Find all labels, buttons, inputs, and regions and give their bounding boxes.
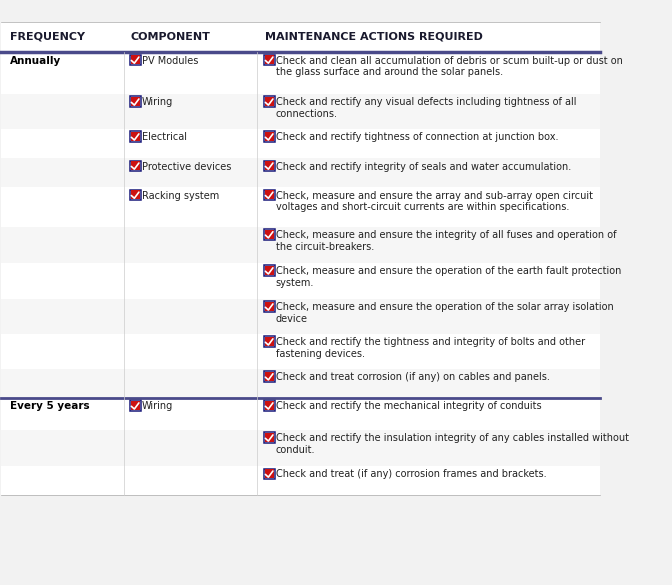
- Bar: [131, 132, 140, 141]
- Bar: [265, 230, 274, 239]
- Bar: [131, 56, 140, 64]
- Bar: [1, 369, 599, 398]
- Bar: [1, 22, 599, 52]
- Bar: [264, 190, 275, 200]
- Bar: [264, 400, 275, 411]
- Bar: [1, 52, 599, 94]
- Text: MAINTENANCE ACTIONS REQUIRED: MAINTENANCE ACTIONS REQUIRED: [265, 32, 482, 42]
- Bar: [265, 266, 274, 275]
- Bar: [264, 432, 275, 443]
- Bar: [265, 190, 274, 199]
- Bar: [265, 302, 274, 311]
- Text: Check and rectify the insulation integrity of any cables installed without
condu: Check and rectify the insulation integri…: [276, 433, 628, 455]
- Bar: [130, 160, 141, 171]
- Bar: [265, 161, 274, 170]
- Bar: [130, 54, 141, 65]
- Text: Wiring: Wiring: [142, 98, 173, 108]
- Bar: [1, 94, 599, 129]
- Bar: [130, 97, 141, 107]
- Bar: [130, 190, 141, 200]
- Text: Check, measure and ensure the array and sub-array open circuit
voltages and shor: Check, measure and ensure the array and …: [276, 191, 593, 212]
- Text: Every 5 years: Every 5 years: [10, 401, 90, 411]
- Bar: [1, 227, 599, 263]
- Bar: [264, 160, 275, 171]
- Bar: [265, 401, 274, 410]
- Text: Annually: Annually: [10, 56, 62, 66]
- Bar: [1, 129, 599, 158]
- Bar: [1, 263, 599, 299]
- Bar: [264, 132, 275, 142]
- Bar: [1, 299, 599, 334]
- Text: Check, measure and ensure the integrity of all fuses and operation of
the circui: Check, measure and ensure the integrity …: [276, 230, 616, 252]
- Bar: [1, 430, 599, 466]
- Bar: [265, 469, 274, 479]
- Bar: [264, 371, 275, 382]
- Bar: [265, 97, 274, 106]
- Bar: [131, 161, 140, 170]
- Bar: [265, 56, 274, 64]
- Bar: [264, 469, 275, 479]
- Bar: [265, 433, 274, 442]
- Bar: [1, 466, 599, 495]
- Bar: [1, 187, 599, 227]
- Text: Check and rectify the tightness and integrity of bolts and other
fastening devic: Check and rectify the tightness and inte…: [276, 338, 585, 359]
- Text: FREQUENCY: FREQUENCY: [10, 32, 85, 42]
- Bar: [131, 190, 140, 199]
- Text: Wiring: Wiring: [142, 401, 173, 411]
- Text: Check and clean all accumulation of debris or scum built-up or dust on
the glass: Check and clean all accumulation of debr…: [276, 56, 622, 77]
- Bar: [264, 301, 275, 312]
- Bar: [264, 266, 275, 276]
- Bar: [264, 97, 275, 107]
- Text: Check, measure and ensure the operation of the earth fault protection
system.: Check, measure and ensure the operation …: [276, 266, 621, 288]
- Bar: [265, 132, 274, 141]
- Text: Protective devices: Protective devices: [142, 161, 231, 171]
- Text: COMPONENT: COMPONENT: [130, 32, 210, 42]
- Bar: [1, 334, 599, 369]
- Text: Check and rectify the mechanical integrity of conduits: Check and rectify the mechanical integri…: [276, 401, 541, 411]
- Bar: [265, 337, 274, 346]
- Text: Check and treat corrosion (if any) on cables and panels.: Check and treat corrosion (if any) on ca…: [276, 372, 550, 382]
- Text: Racking system: Racking system: [142, 191, 219, 201]
- Text: Check, measure and ensure the operation of the solar array isolation
device: Check, measure and ensure the operation …: [276, 302, 614, 324]
- Bar: [265, 372, 274, 381]
- Text: Check and rectify tightness of connection at junction box.: Check and rectify tightness of connectio…: [276, 132, 558, 142]
- Bar: [1, 398, 599, 430]
- Bar: [130, 132, 141, 142]
- Text: Check and treat (if any) corrosion frames and brackets.: Check and treat (if any) corrosion frame…: [276, 470, 546, 480]
- Bar: [264, 229, 275, 240]
- Text: PV Modules: PV Modules: [142, 56, 198, 66]
- Bar: [130, 400, 141, 411]
- Bar: [1, 158, 599, 187]
- Bar: [264, 336, 275, 347]
- Text: Check and rectify integrity of seals and water accumulation.: Check and rectify integrity of seals and…: [276, 161, 571, 171]
- Bar: [264, 54, 275, 65]
- Text: Electrical: Electrical: [142, 132, 187, 142]
- Text: Check and rectify any visual defects including tightness of all
connections.: Check and rectify any visual defects inc…: [276, 98, 576, 119]
- Bar: [131, 97, 140, 106]
- Bar: [131, 401, 140, 410]
